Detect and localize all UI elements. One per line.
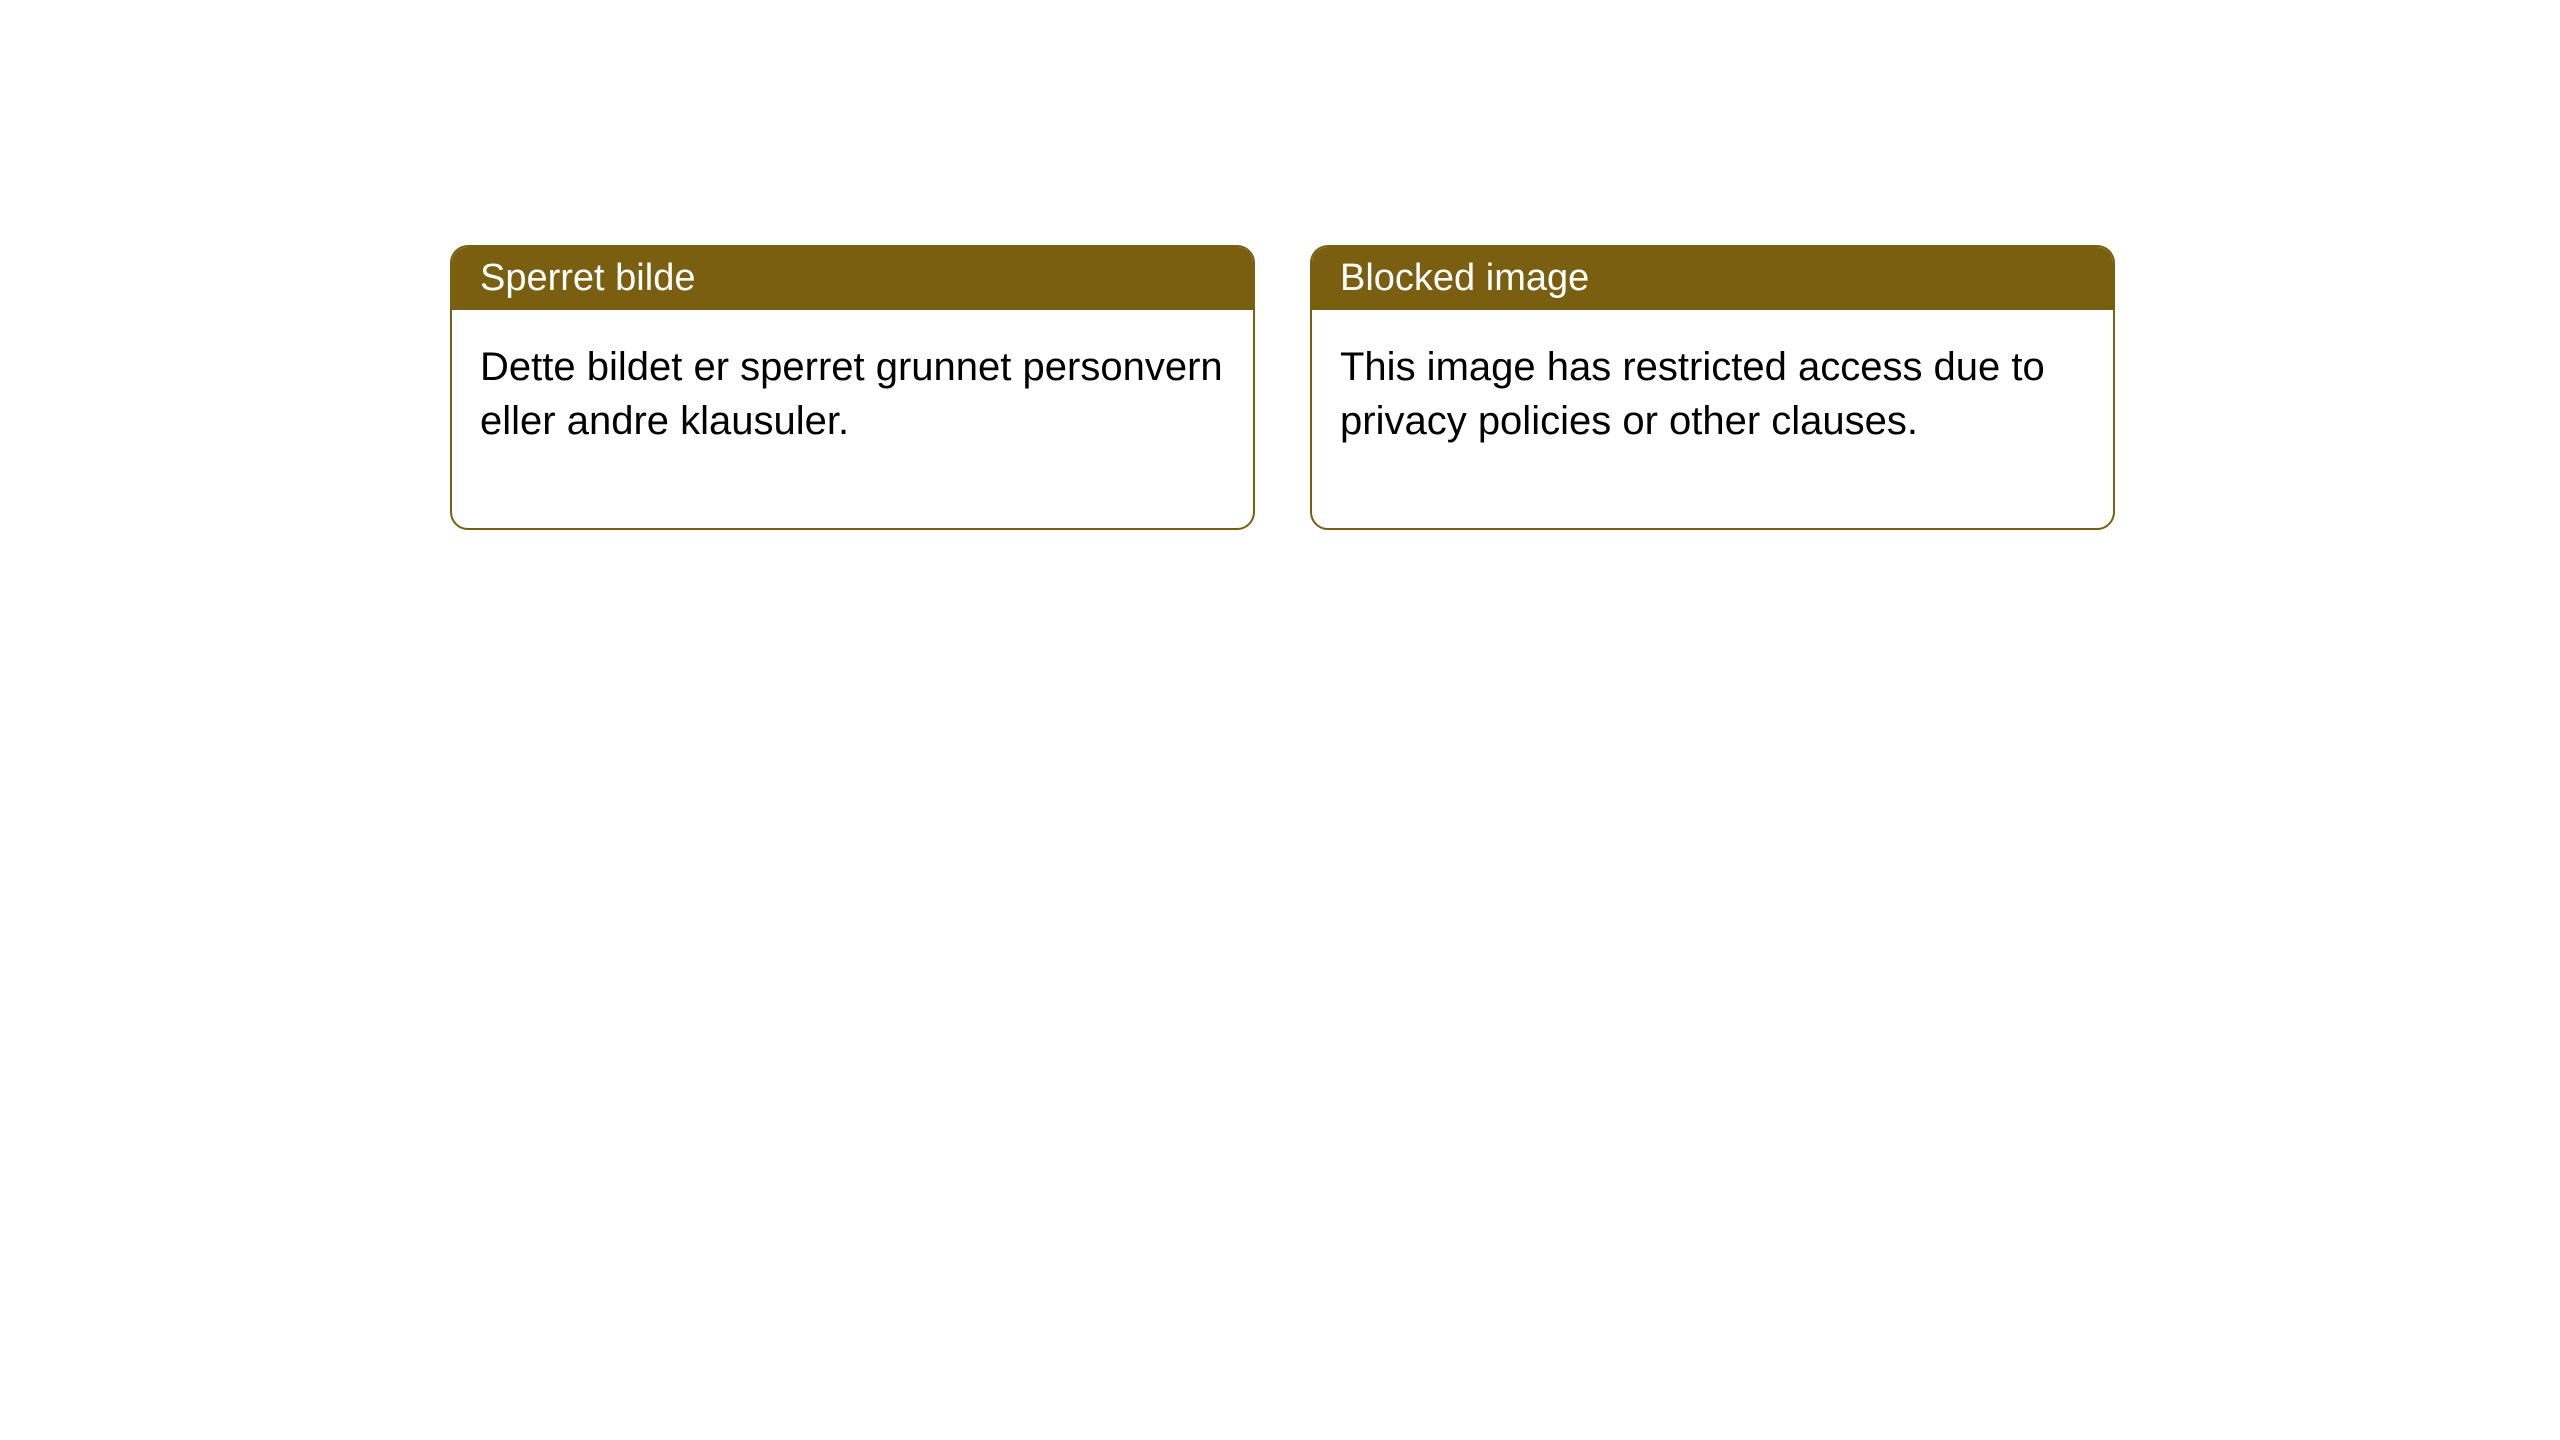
card-header-norwegian: Sperret bilde [452, 247, 1253, 310]
card-header-english: Blocked image [1312, 247, 2113, 310]
card-body-english: This image has restricted access due to … [1312, 310, 2113, 528]
notice-card-norwegian: Sperret bilde Dette bildet er sperret gr… [450, 245, 1255, 530]
notice-card-english: Blocked image This image has restricted … [1310, 245, 2115, 530]
card-body-norwegian: Dette bildet er sperret grunnet personve… [452, 310, 1253, 528]
notice-container: Sperret bilde Dette bildet er sperret gr… [450, 245, 2115, 530]
